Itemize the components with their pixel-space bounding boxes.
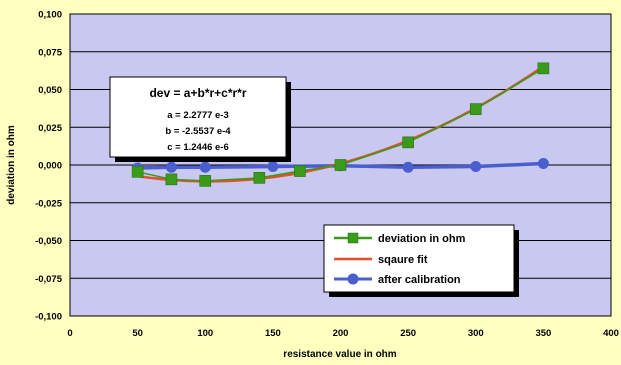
y-tick-label: 0,000: [38, 161, 62, 172]
legend-label-deviation: deviation in ohm: [378, 233, 466, 245]
y-tick-label: -0,100: [35, 312, 62, 323]
deviation-point: [165, 173, 178, 186]
equation-a: a = 2.2777 e-3: [167, 110, 229, 121]
after-calibration-point: [199, 161, 211, 173]
deviation-point: [469, 103, 482, 115]
equation-b: b = -2.5537 e-4: [165, 126, 231, 137]
x-tick-label: 400: [603, 328, 619, 339]
x-tick-label: 250: [400, 328, 416, 339]
y-axis: 0,100 0,075 0,050 0,025 0,000 -0,025 -0,050 -0,…: [35, 10, 63, 323]
y-tick-label: -0,050: [35, 236, 62, 247]
deviation-point: [131, 165, 144, 178]
deviation-point: [294, 165, 306, 177]
x-axis: 0 50 100 150 200 250 300 350 400: [67, 328, 619, 339]
equation-box: dev = a+b*r+c*r*r a = 2.2777 e-3 b = -2.…: [109, 76, 291, 162]
after-calibration-point: [165, 161, 177, 173]
deviation-point: [402, 136, 414, 149]
legend-label-fit: sqaure fit: [378, 254, 428, 266]
x-tick-label: 50: [132, 328, 143, 339]
series-after-calibration-line: [137, 161, 544, 170]
legend-item-deviation: deviation in ohm: [334, 232, 466, 245]
deviation-point: [334, 159, 347, 171]
x-tick-label: 300: [468, 328, 484, 339]
legend-label-after-calibration: after calibration: [378, 274, 461, 286]
legend-marker-after-calibration: [347, 273, 359, 285]
after-calibration-point: [402, 161, 414, 173]
x-tick-label: 350: [535, 328, 551, 339]
equation-c: c = 1.2446 e-6: [167, 142, 229, 153]
deviation-point: [199, 175, 212, 187]
after-calibration-point: [267, 161, 279, 173]
legend-marker-deviation: [347, 232, 359, 244]
y-tick-label: -0,075: [35, 274, 63, 285]
y-tick-label: 0,075: [38, 47, 62, 58]
after-calibration-point: [537, 157, 549, 169]
y-tick-label: 0,050: [38, 85, 62, 96]
equation-title: dev = a+b*r+c*r*r: [149, 86, 246, 100]
deviation-point: [253, 172, 266, 184]
x-tick-label: 150: [265, 328, 281, 339]
plot-border: [69, 13, 612, 317]
y-tick-label: 0,025: [38, 123, 62, 134]
x-tick-label: 200: [333, 328, 349, 339]
y-tick-label: -0,025: [35, 198, 63, 209]
deviation-point: [537, 62, 550, 75]
x-tick-label: 100: [197, 328, 213, 339]
x-tick-label: 0: [67, 328, 72, 339]
legend-item-after-calibration: after calibration: [334, 273, 461, 286]
legend-item-fit: sqaure fit: [334, 254, 428, 266]
series-layer: [131, 62, 550, 187]
y-tick-label: 0,100: [38, 10, 62, 21]
x-axis-title: resistance value in ohm: [283, 349, 396, 360]
after-calibration-point: [470, 161, 482, 173]
legend: deviation in ohm sqaure fit after calibr…: [323, 224, 519, 297]
y-axis-title: deviation in ohm: [6, 125, 17, 205]
